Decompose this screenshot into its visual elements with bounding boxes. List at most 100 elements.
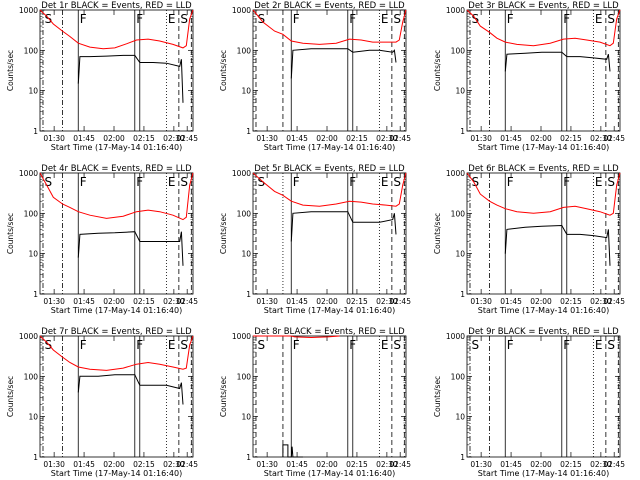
lld-rate-line (252, 9, 407, 45)
plot-frame (39, 9, 194, 132)
y-tick-label: 10 (455, 413, 465, 422)
lld-rate-line (253, 335, 340, 339)
y-tick-label: 1 (246, 290, 251, 299)
event-marker-label: S (180, 175, 188, 189)
x-tick-label: 02:00 (103, 297, 125, 306)
y-tick-label: 1000 (446, 6, 465, 15)
y-axis-label: Counts/sec (6, 376, 15, 417)
y-axis-label: Counts/sec (6, 213, 15, 254)
y-tick-label: 1 (460, 453, 465, 462)
y-tick-label: 100 (451, 372, 466, 381)
event-marker-label: F (80, 12, 87, 26)
x-axis-label: Start Time (17-May-14 01:16:40) (264, 143, 395, 152)
x-tick-label: 01:45 (286, 460, 308, 469)
x-tick-label: 01:30 (256, 134, 278, 143)
x-tick-label: 02:15 (133, 134, 155, 143)
x-tick-label: 02:15 (346, 297, 368, 306)
x-tick-label: 02:00 (530, 134, 552, 143)
event-marker-label: F (507, 175, 514, 189)
x-tick-label: 02:45 (176, 134, 198, 143)
lld-rate-line (39, 9, 194, 50)
y-axis-label: Counts/sec (219, 213, 228, 254)
y-tick-label: 10 (28, 250, 38, 259)
lld-rate-line (39, 172, 194, 221)
events-rate-line (77, 54, 184, 103)
x-tick-label: 02:30 (590, 134, 612, 143)
y-tick-label: 1 (33, 290, 38, 299)
x-tick-label: 02:45 (389, 460, 411, 469)
event-marker-label: S (257, 338, 265, 352)
detector-panel-2: Det 2r BLACK = Events, RED = LLD 1 10 100 10… (219, 1, 411, 152)
x-tick-label: 01:30 (470, 297, 492, 306)
x-tick-label: 01:30 (470, 460, 492, 469)
event-marker-label: S (44, 338, 52, 352)
x-tick-label: 02:15 (560, 297, 582, 306)
x-tick-label: 02:15 (346, 134, 368, 143)
y-tick-label: 10 (28, 413, 38, 422)
y-tick-label: 1000 (19, 332, 38, 341)
event-marker-label: S (607, 338, 615, 352)
x-axis-label: Start Time (17-May-14 01:16:40) (264, 306, 395, 315)
x-tick-label: 01:45 (73, 460, 95, 469)
plot-frame (252, 9, 407, 132)
event-marker-label: E (168, 175, 176, 189)
x-tick-label: 01:30 (43, 460, 65, 469)
x-tick-label: 02:45 (176, 460, 198, 469)
event-marker-label: S (44, 175, 52, 189)
event-marker-label: S (44, 12, 52, 26)
x-tick-label: 01:30 (43, 297, 65, 306)
y-tick-label: 10 (28, 87, 38, 96)
x-tick-label: 01:45 (73, 297, 95, 306)
y-tick-label: 1 (33, 127, 38, 136)
plot-frame (466, 9, 621, 132)
x-tick-label: 01:45 (500, 297, 522, 306)
x-tick-label: 02:45 (603, 297, 625, 306)
x-tick-label: 01:30 (470, 134, 492, 143)
y-axis-label: Counts/sec (6, 50, 15, 91)
event-marker-label: S (393, 338, 401, 352)
event-marker-label: F (293, 338, 300, 352)
event-marker-label: F (507, 338, 514, 352)
detector-panel-1: Det 1r BLACK = Events, RED = LLD 1 10 100 10… (6, 1, 198, 152)
detector-panel-9: Det 9r BLACK = Events, RED = LLD 1 10 100 10… (433, 327, 625, 478)
y-axis-label: Counts/sec (433, 50, 442, 91)
x-tick-label: 02:45 (176, 297, 198, 306)
x-tick-label: 02:00 (316, 460, 338, 469)
y-tick-label: 100 (24, 46, 39, 55)
x-tick-label: 02:30 (163, 460, 185, 469)
x-tick-label: 02:30 (590, 297, 612, 306)
y-tick-label: 100 (237, 209, 252, 218)
plot-frame (39, 335, 194, 458)
x-tick-label: 01:30 (43, 134, 65, 143)
event-marker-label: S (180, 12, 188, 26)
y-tick-label: 1000 (446, 332, 465, 341)
events-rate-line (77, 231, 184, 266)
x-tick-label: 02:00 (316, 134, 338, 143)
y-tick-label: 10 (241, 413, 251, 422)
y-tick-label: 10 (455, 87, 465, 96)
panel-title: Det 7r BLACK = Events, RED = LLD (41, 327, 192, 337)
panel-title: Det 6r BLACK = Events, RED = LLD (468, 164, 619, 174)
event-marker-label: S (607, 12, 615, 26)
event-marker-label: E (168, 12, 176, 26)
lld-rate-line (466, 9, 621, 47)
detector-panel-8: Det 8r BLACK = Events, RED = LLD 1 10 100 10… (219, 327, 411, 478)
panel-title: Det 2r BLACK = Events, RED = LLD (254, 1, 405, 11)
y-tick-label: 1000 (19, 6, 38, 15)
event-marker-label: E (595, 338, 603, 352)
y-tick-label: 1000 (232, 6, 251, 15)
y-axis-label: Counts/sec (219, 50, 228, 91)
x-axis-label: Start Time (17-May-14 01:16:40) (51, 469, 182, 478)
y-tick-label: 1000 (19, 169, 38, 178)
event-marker-label: E (595, 175, 603, 189)
event-marker-label: S (471, 338, 479, 352)
event-marker-label: F (80, 175, 87, 189)
plot-frame (466, 335, 621, 458)
y-tick-label: 10 (241, 250, 251, 259)
y-tick-label: 1 (460, 127, 465, 136)
events-rate-line (282, 444, 303, 458)
x-axis-label: Start Time (17-May-14 01:16:40) (478, 143, 609, 152)
x-tick-label: 02:00 (530, 297, 552, 306)
x-tick-label: 02:30 (376, 460, 398, 469)
event-marker-label: E (381, 12, 389, 26)
